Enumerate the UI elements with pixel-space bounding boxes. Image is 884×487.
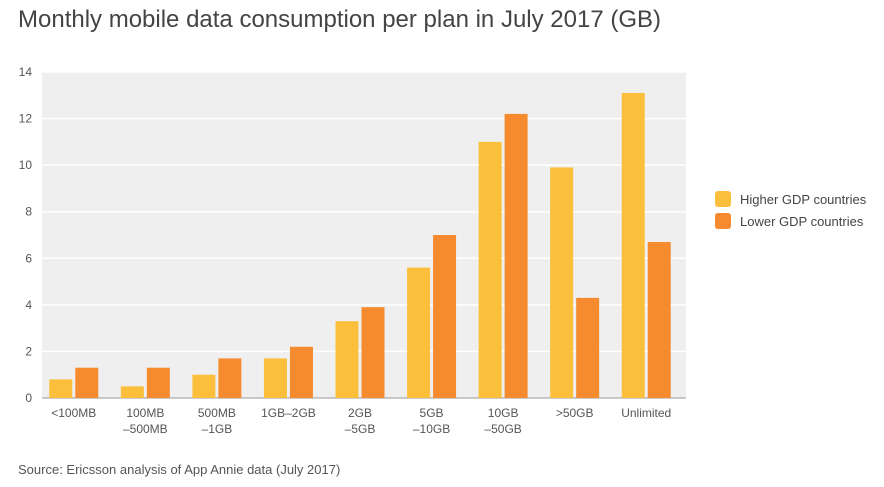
x-tick-label: Unlimited xyxy=(621,406,671,420)
y-tick-label: 0 xyxy=(25,391,32,405)
legend-label-higher-gdp: Higher GDP countries xyxy=(740,191,867,207)
bar-lower-gdp xyxy=(433,235,457,398)
x-tick-label: 10GB –50GB xyxy=(484,406,521,436)
y-tick-label: 2 xyxy=(25,344,32,358)
source-note: Source: Ericsson analysis of App Annie d… xyxy=(18,462,341,477)
bar-higher-gdp xyxy=(192,374,216,398)
chart-legend: Higher GDP countries Lower GDP countries xyxy=(715,188,866,232)
bar-lower-gdp xyxy=(289,346,313,398)
bar-higher-gdp xyxy=(550,167,574,398)
y-tick-label: 8 xyxy=(25,205,32,219)
bar-lower-gdp xyxy=(75,367,99,398)
x-tick-label: >50GB xyxy=(556,406,594,420)
x-tick-label: 5GB –10GB xyxy=(413,406,450,436)
bar-lower-gdp xyxy=(146,367,170,398)
y-tick-label: 10 xyxy=(19,158,33,172)
bar-lower-gdp xyxy=(218,358,242,398)
bar-higher-gdp xyxy=(49,379,73,398)
bar-lower-gdp xyxy=(647,241,671,398)
bar-higher-gdp xyxy=(478,141,502,398)
legend-swatch-higher-gdp xyxy=(715,191,731,207)
y-tick-label: 6 xyxy=(25,251,32,265)
x-tick-label: 500MB –1GB xyxy=(198,406,236,436)
y-tick-label: 4 xyxy=(25,298,32,312)
bar-higher-gdp xyxy=(120,386,144,398)
x-tick-label: 100MB –500MB xyxy=(123,406,168,436)
bar-lower-gdp xyxy=(504,113,528,399)
y-tick-label: 12 xyxy=(19,112,33,126)
x-tick-label: <100MB xyxy=(51,406,96,420)
bar-higher-gdp xyxy=(263,358,287,398)
bar-higher-gdp xyxy=(335,321,359,398)
x-tick-label: 1GB–2GB xyxy=(261,406,316,420)
bar-higher-gdp xyxy=(407,267,431,398)
bar-higher-gdp xyxy=(621,92,645,398)
legend-item-higher-gdp: Higher GDP countries xyxy=(715,188,866,210)
legend-item-lower-gdp: Lower GDP countries xyxy=(715,210,866,232)
legend-label-lower-gdp: Lower GDP countries xyxy=(740,213,864,229)
chart-title: Monthly mobile data consumption per plan… xyxy=(18,6,662,33)
x-tick-label: 2GB –5GB xyxy=(345,406,376,436)
legend-swatch-lower-gdp xyxy=(715,213,731,229)
bar-lower-gdp xyxy=(361,307,385,398)
y-tick-label: 14 xyxy=(19,65,33,79)
bar-lower-gdp xyxy=(576,297,600,398)
